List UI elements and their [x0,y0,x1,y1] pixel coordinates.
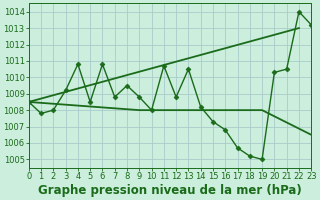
X-axis label: Graphe pression niveau de la mer (hPa): Graphe pression niveau de la mer (hPa) [38,184,302,197]
